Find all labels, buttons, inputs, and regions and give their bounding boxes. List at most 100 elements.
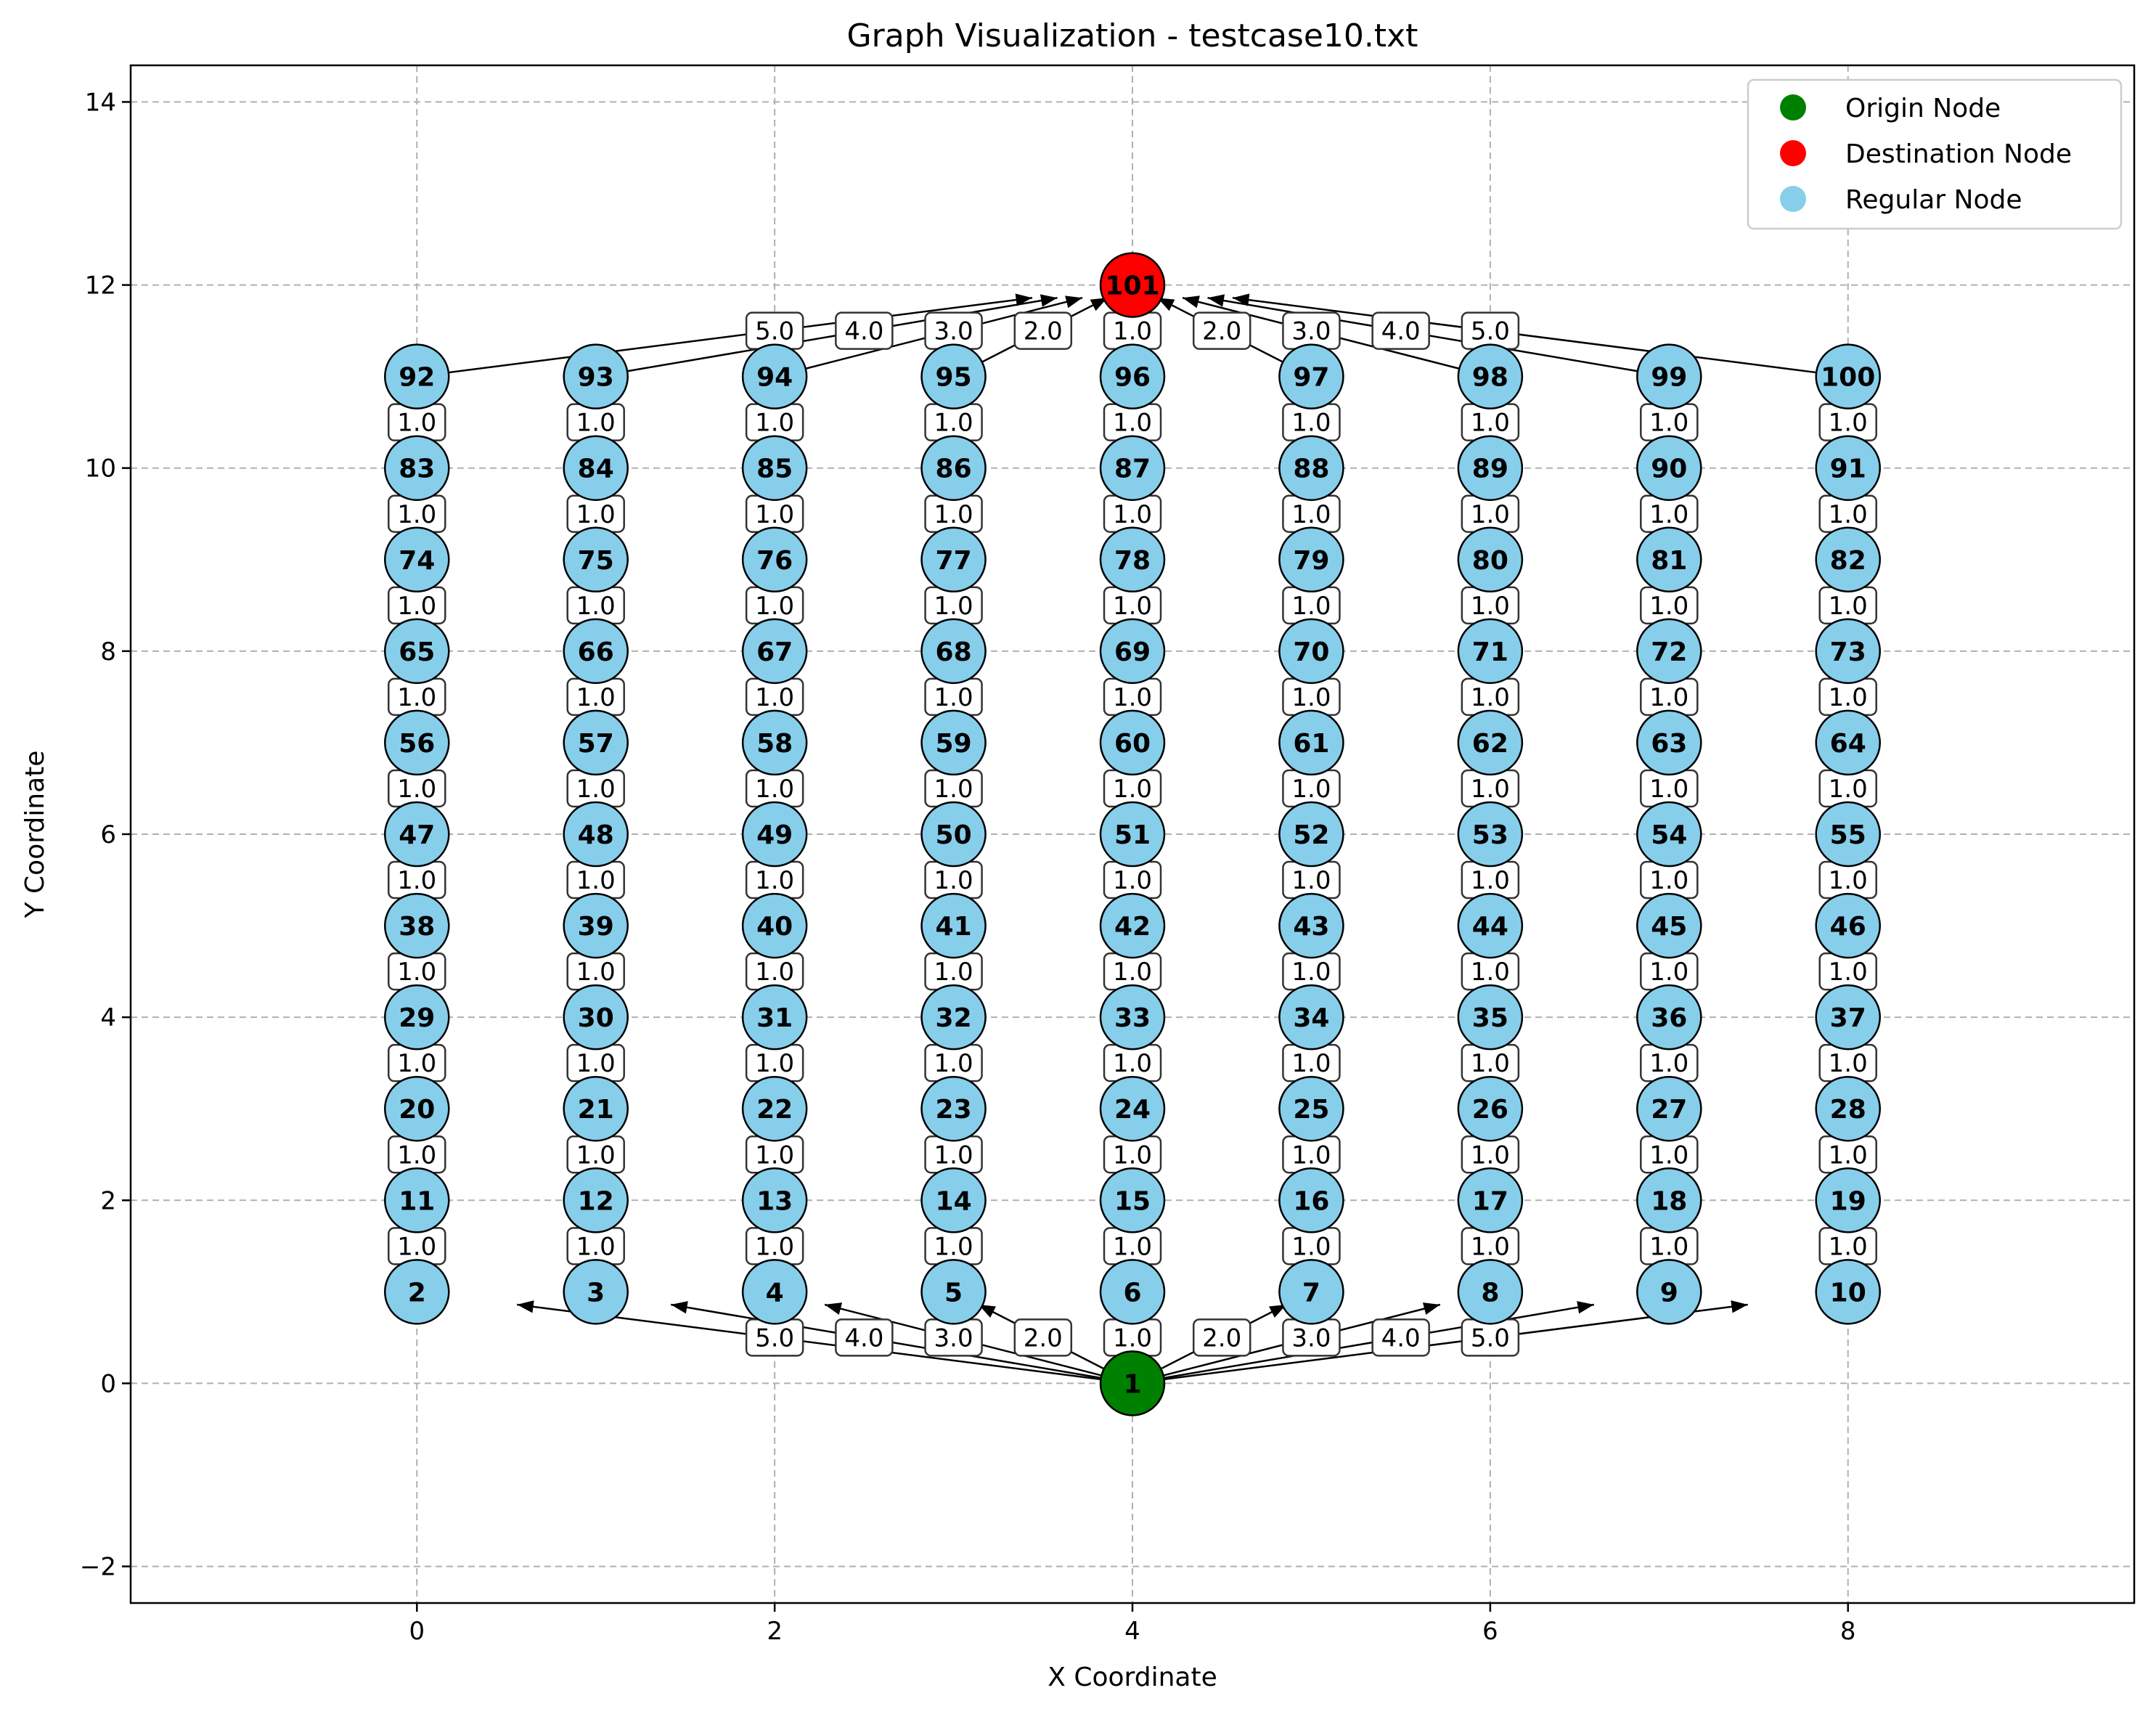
regular-node-label: 32 bbox=[936, 1003, 972, 1033]
regular-node-label: 79 bbox=[1293, 546, 1329, 576]
legend: Origin Node Destination Node Regular Node bbox=[1747, 78, 2123, 230]
regular-node-label: 33 bbox=[1114, 1003, 1151, 1033]
vertical-edge-weight: 1.0 bbox=[1471, 1232, 1510, 1261]
regular-node bbox=[920, 1075, 987, 1142]
vertical-edge-weight: 1.0 bbox=[1649, 1232, 1689, 1261]
vertical-edge-weight: 1.0 bbox=[1291, 775, 1331, 804]
origin-edge-weight-box bbox=[1192, 1318, 1251, 1357]
regular-node bbox=[1457, 1075, 1524, 1142]
regular-node bbox=[741, 435, 808, 501]
regular-node-label: 60 bbox=[1114, 729, 1151, 759]
origin-node-label: 1 bbox=[1123, 1369, 1141, 1399]
vertical-edge-weight: 1.0 bbox=[576, 592, 616, 621]
regular-node-label: 64 bbox=[1830, 729, 1866, 759]
regular-node-label: 81 bbox=[1651, 546, 1687, 576]
vertical-edge-weight: 1.0 bbox=[1113, 775, 1152, 804]
regular-node-label: 23 bbox=[936, 1095, 972, 1125]
vertical-edge-weight: 1.0 bbox=[1291, 409, 1331, 438]
regular-node bbox=[1457, 1259, 1524, 1325]
vertical-edge-weight: 1.0 bbox=[1829, 500, 1868, 529]
vertical-edge-weight: 1.0 bbox=[1649, 1049, 1689, 1078]
regular-node-label: 62 bbox=[1472, 729, 1508, 759]
regular-node-label: 5 bbox=[944, 1278, 963, 1308]
vertical-edge-weight: 1.0 bbox=[576, 683, 616, 712]
vertical-edge-weight: 1.0 bbox=[1471, 500, 1510, 529]
x-tick-label: 4 bbox=[1124, 1617, 1140, 1646]
regular-node bbox=[920, 618, 987, 685]
vertical-edge-weight: 1.0 bbox=[1829, 409, 1868, 438]
regular-node bbox=[1457, 618, 1524, 685]
vertical-edge-weight: 1.0 bbox=[1471, 1141, 1510, 1170]
regular-node-label: 7 bbox=[1302, 1278, 1320, 1308]
regular-node-label: 34 bbox=[1293, 1003, 1329, 1033]
vertical-edge-weight: 1.0 bbox=[1471, 409, 1510, 438]
regular-node-label: 89 bbox=[1472, 454, 1508, 484]
regular-node bbox=[1278, 1259, 1344, 1325]
regular-node bbox=[563, 892, 629, 959]
x-tick-label: 8 bbox=[1840, 1617, 1856, 1646]
regular-node bbox=[1099, 435, 1166, 501]
vertical-edge-weight: 1.0 bbox=[397, 775, 436, 804]
regular-node bbox=[1457, 801, 1524, 868]
regular-node-label: 76 bbox=[756, 546, 793, 576]
regular-node bbox=[1457, 1167, 1524, 1233]
regular-node bbox=[741, 1167, 808, 1233]
regular-node-label: 52 bbox=[1293, 820, 1329, 850]
regular-node-label: 84 bbox=[578, 454, 614, 484]
vertical-edge-weight: 1.0 bbox=[755, 1049, 794, 1078]
vertical-edge-weight: 1.0 bbox=[934, 1232, 973, 1261]
legend-entry: Regular Node bbox=[1845, 185, 2022, 215]
vertical-edge-weight: 1.0 bbox=[1291, 592, 1331, 621]
regular-node-label: 41 bbox=[936, 912, 972, 942]
regular-node bbox=[1636, 343, 1702, 409]
regular-node bbox=[563, 801, 629, 868]
vertical-edge-weight: 1.0 bbox=[397, 1049, 436, 1078]
vertical-edge-weight: 1.0 bbox=[1829, 683, 1868, 712]
regular-node bbox=[741, 618, 808, 685]
regular-node-label: 12 bbox=[578, 1186, 614, 1216]
regular-node-label: 39 bbox=[578, 912, 614, 942]
regular-node bbox=[1636, 892, 1702, 959]
regular-node-label: 72 bbox=[1651, 637, 1687, 667]
regular-node-label: 59 bbox=[936, 729, 972, 759]
destination-edge-weight-box bbox=[1192, 311, 1251, 350]
vertical-edge-weight: 1.0 bbox=[755, 1141, 794, 1170]
regular-node-label: 37 bbox=[1830, 1003, 1866, 1033]
regular-node-label: 21 bbox=[578, 1095, 614, 1125]
regular-node-label: 24 bbox=[1114, 1095, 1151, 1125]
destination-edge-weight: 2.0 bbox=[1024, 317, 1063, 346]
destination-edge-weight: 3.0 bbox=[934, 317, 973, 346]
vertical-edge-weight: 1.0 bbox=[576, 409, 616, 438]
regular-node-label: 86 bbox=[936, 454, 972, 484]
regular-node bbox=[1278, 984, 1344, 1051]
vertical-edge-weight: 1.0 bbox=[934, 592, 973, 621]
regular-node bbox=[563, 1259, 629, 1325]
regular-node bbox=[920, 1259, 987, 1325]
vertical-edge-weight: 1.0 bbox=[1113, 500, 1152, 529]
regular-node-label: 2 bbox=[408, 1278, 426, 1308]
legend-marker bbox=[1780, 94, 1806, 121]
origin-edge-weight-box bbox=[1371, 1318, 1430, 1357]
regular-node-label: 99 bbox=[1651, 363, 1687, 393]
origin-edge-weight: 4.0 bbox=[844, 1324, 883, 1353]
regular-node bbox=[1099, 984, 1166, 1051]
regular-node-label: 19 bbox=[1830, 1186, 1866, 1216]
regular-node bbox=[1815, 618, 1881, 685]
regular-node bbox=[920, 526, 987, 593]
origin-node bbox=[1099, 1350, 1166, 1416]
regular-node-label: 44 bbox=[1472, 912, 1508, 942]
vertical-edge-weight: 1.0 bbox=[397, 409, 436, 438]
regular-node bbox=[741, 1075, 808, 1142]
vertical-edge-weight: 1.0 bbox=[1829, 1049, 1868, 1078]
regular-node bbox=[1278, 709, 1344, 776]
destination-edge bbox=[1232, 293, 1817, 374]
regular-node bbox=[384, 343, 450, 409]
regular-node bbox=[1099, 709, 1166, 776]
destination-edge-weight-box bbox=[1013, 311, 1073, 350]
destination-edge-weight: 4.0 bbox=[844, 317, 883, 346]
regular-node bbox=[741, 343, 808, 409]
vertical-edge-weight: 1.0 bbox=[1113, 958, 1152, 987]
vertical-edge-weight: 1.0 bbox=[1471, 683, 1510, 712]
vertical-edge-weight: 1.0 bbox=[934, 775, 973, 804]
